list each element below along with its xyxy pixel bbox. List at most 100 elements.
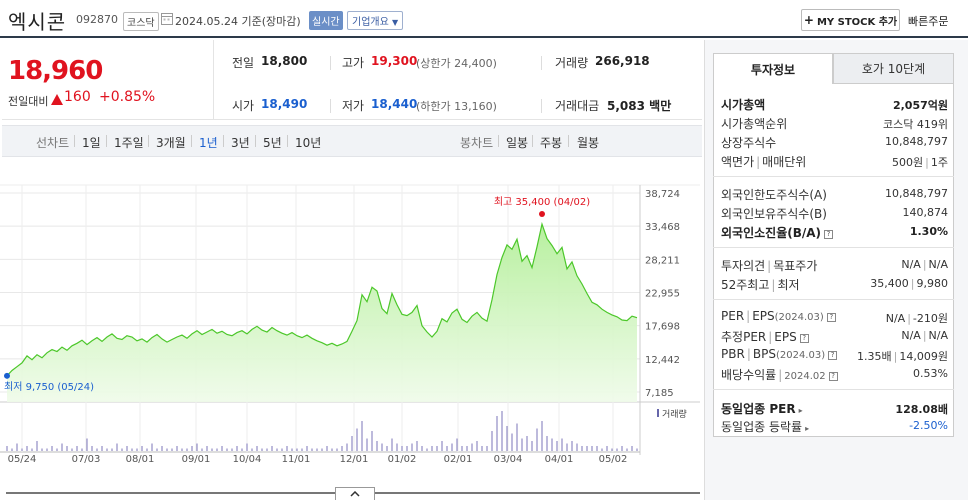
chevron-down-icon: ▼	[392, 18, 399, 27]
volume-bar	[176, 446, 178, 451]
volume-bar	[561, 438, 563, 451]
tab-order-book[interactable]: 호가 10단계	[833, 53, 954, 84]
volume-bar	[206, 446, 208, 451]
foreign-ratio-label: 외국인소진율(B/A)?	[721, 224, 834, 241]
help-icon[interactable]: ?	[828, 351, 838, 360]
par-unit-value: 500원 | 1주	[892, 156, 948, 169]
volume-bar	[231, 448, 233, 451]
volume-bar	[126, 446, 128, 451]
volume-bar	[301, 448, 303, 451]
my-stock-label: MY STOCK 추가	[816, 16, 898, 28]
volume-bar	[406, 446, 408, 451]
volume-bar	[11, 448, 13, 451]
dividend-value: 0.53%	[913, 367, 948, 380]
help-icon[interactable]: ?	[826, 313, 836, 322]
foreign-limit-label: 외국인한도주식수(A)	[721, 188, 827, 202]
volume-bar	[221, 446, 223, 451]
tab-invest-info[interactable]: 투자정보	[713, 53, 833, 84]
volume-bar	[141, 446, 143, 451]
period-5y[interactable]: 5년	[263, 136, 282, 150]
price-change-pct: +0.85%	[99, 89, 156, 105]
volume-bar	[286, 446, 288, 451]
help-icon[interactable]: ?	[828, 372, 838, 381]
plus-icon: +	[803, 13, 814, 27]
sector-chg-link[interactable]: 동일업종 등락률 ▸	[721, 420, 810, 434]
volume-bar	[146, 448, 148, 451]
volume-bar	[431, 446, 433, 451]
volume-bar	[516, 423, 518, 451]
amount-label: 거래대금	[555, 99, 600, 113]
price-chart[interactable]: 38,724 33,468 28,211 22,955 17,698 12,442 7,18…	[0, 170, 700, 470]
volume-bar	[336, 448, 338, 451]
divider	[713, 247, 954, 248]
volume-bar	[421, 446, 423, 451]
volume-bar	[601, 448, 603, 451]
volume-bar	[281, 448, 283, 451]
volume-bar	[541, 421, 543, 451]
volume-bar	[266, 448, 268, 451]
divider	[106, 135, 107, 147]
volume-bar	[71, 448, 73, 451]
my-stock-add-button[interactable]: + MY STOCK 추가	[801, 9, 900, 31]
divider	[330, 99, 331, 113]
volume-bar	[616, 448, 618, 451]
calendar-icon	[161, 13, 173, 25]
period-3y[interactable]: 3년	[231, 136, 250, 150]
volume-bar	[636, 448, 638, 451]
volume-bar	[326, 446, 328, 451]
rank-value: 코스닥 419위	[883, 118, 948, 131]
volume-bar	[316, 448, 318, 451]
volume-bar	[121, 448, 123, 451]
period-1d[interactable]: 1일	[82, 136, 101, 150]
low-annotation: 최저 9,750 (05/24)	[4, 381, 94, 393]
chart-collapse-button[interactable]	[335, 487, 375, 500]
volume-bar	[376, 441, 378, 451]
help-icon[interactable]: ?	[799, 334, 809, 343]
period-1w[interactable]: 1주일	[114, 136, 144, 150]
volume-bar	[26, 446, 28, 451]
quote-date: 2024.05.24 기준(장마감)	[175, 15, 301, 28]
chevron-right-icon: ▸	[798, 406, 803, 415]
volume-bar	[186, 448, 188, 451]
candle-daily[interactable]: 일봉	[506, 136, 529, 150]
volume-bar	[476, 441, 478, 451]
volume-bar	[546, 436, 548, 451]
volume-bar	[491, 431, 493, 451]
volume-bar	[586, 446, 588, 451]
candle-monthly[interactable]: 월봉	[577, 136, 600, 150]
page-header	[0, 0, 968, 38]
volume-bar	[321, 448, 323, 451]
volume-value: 266,918	[595, 54, 650, 68]
low-value: 18,440	[371, 97, 418, 111]
volume-bar	[366, 438, 368, 451]
volume-bar	[16, 443, 18, 451]
volume-bar	[171, 448, 173, 451]
divider	[713, 299, 954, 300]
period-3m[interactable]: 3개월	[156, 136, 186, 150]
foreign-hold-label: 외국인보유주식수(B)	[721, 207, 827, 221]
volume-bar	[356, 428, 358, 451]
period-10y[interactable]: 10년	[295, 136, 322, 150]
volume-bar	[56, 448, 58, 451]
volume-bar	[536, 428, 538, 451]
volume-bar	[41, 448, 43, 451]
y-tick-label: 28,211	[645, 255, 680, 266]
volume-bar	[256, 446, 258, 451]
volume-bar	[61, 443, 63, 451]
volume-bar	[361, 421, 363, 451]
divider	[713, 176, 954, 177]
foreign-limit-value: 10,848,797	[885, 187, 948, 200]
period-1y[interactable]: 1년	[199, 136, 218, 150]
volume-bar	[506, 426, 508, 451]
up-arrow-icon	[51, 94, 63, 105]
help-icon[interactable]: ?	[824, 230, 834, 239]
volume-bar	[251, 448, 253, 451]
company-info-dropdown[interactable]: 기업개요 ▼	[347, 11, 404, 30]
sector-per-link[interactable]: 동일업종 PER ▸	[721, 402, 803, 416]
quick-order-link[interactable]: 빠른주문	[908, 15, 949, 28]
chevron-right-icon: ▸	[805, 424, 810, 433]
x-tick-label: 11/01	[282, 454, 311, 465]
realtime-button[interactable]: 실시간	[309, 11, 343, 30]
candle-weekly[interactable]: 주봉	[540, 136, 563, 150]
quote-summary	[2, 40, 702, 120]
